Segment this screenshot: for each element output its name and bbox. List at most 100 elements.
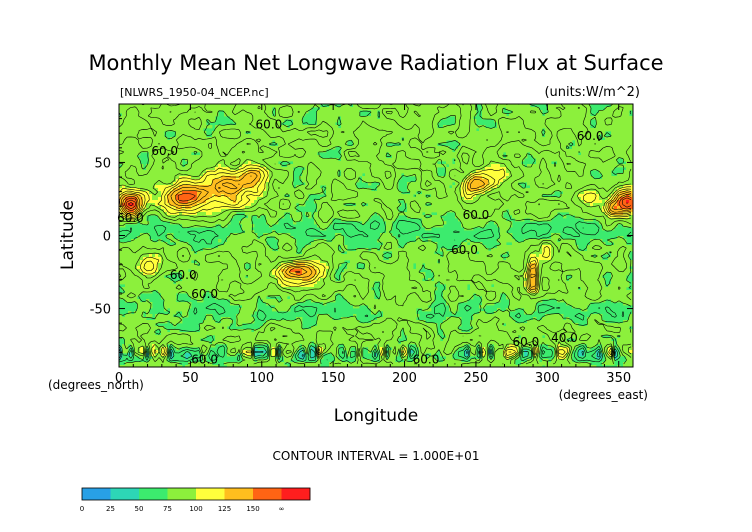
heatmap-cell bbox=[410, 185, 414, 189]
heatmap-cell bbox=[302, 185, 306, 189]
heatmap-cell bbox=[260, 146, 264, 150]
heatmap-cell bbox=[533, 137, 537, 141]
heatmap-cell bbox=[197, 104, 201, 108]
heatmap-cell bbox=[506, 191, 510, 195]
heatmap-cell bbox=[389, 191, 393, 195]
heatmap-cell bbox=[182, 116, 186, 120]
heatmap-cell bbox=[431, 191, 435, 195]
heatmap-cell bbox=[392, 116, 396, 120]
heatmap-cell bbox=[212, 110, 216, 114]
heatmap-cell bbox=[623, 182, 627, 186]
heatmap-cell bbox=[125, 119, 129, 123]
heatmap-cell bbox=[533, 191, 537, 195]
heatmap-cell bbox=[239, 182, 243, 186]
heatmap-cell bbox=[320, 149, 324, 153]
heatmap-cell bbox=[554, 173, 558, 177]
heatmap-cell bbox=[266, 140, 270, 144]
heatmap-cell bbox=[548, 125, 552, 129]
heatmap-cell bbox=[518, 152, 522, 156]
heatmap-cell bbox=[545, 179, 549, 183]
heatmap-cell bbox=[608, 107, 612, 111]
heatmap-cell bbox=[200, 128, 204, 132]
heatmap-cell bbox=[419, 113, 423, 117]
heatmap-cell bbox=[575, 122, 579, 126]
heatmap-cell bbox=[515, 170, 519, 174]
heatmap-cell bbox=[629, 125, 633, 129]
heatmap-cell bbox=[311, 143, 315, 147]
heatmap-cell bbox=[326, 113, 330, 117]
heatmap-cell bbox=[626, 152, 630, 156]
heatmap-cell bbox=[443, 110, 447, 114]
heatmap-cell bbox=[164, 155, 168, 159]
heatmap-cell bbox=[314, 134, 318, 138]
heatmap-cell bbox=[356, 116, 360, 120]
heatmap-cell bbox=[476, 164, 480, 168]
heatmap-cell bbox=[602, 179, 606, 183]
heatmap-cell bbox=[557, 164, 561, 168]
heatmap-cell bbox=[338, 182, 342, 186]
heatmap-cell bbox=[233, 134, 237, 138]
heatmap-cell bbox=[263, 191, 267, 195]
heatmap-cell bbox=[323, 170, 327, 174]
heatmap-cell bbox=[284, 149, 288, 153]
heatmap-cell bbox=[272, 173, 276, 177]
heatmap-cell bbox=[323, 164, 327, 168]
heatmap-cell bbox=[386, 113, 390, 117]
heatmap-cell bbox=[530, 167, 534, 171]
heatmap-cell bbox=[488, 179, 492, 183]
heatmap-cell bbox=[503, 131, 507, 135]
heatmap-cell bbox=[599, 143, 603, 147]
heatmap-cell bbox=[140, 110, 144, 114]
heatmap-cell bbox=[557, 137, 561, 141]
heatmap-cell bbox=[290, 149, 294, 153]
heatmap-cell bbox=[146, 194, 150, 198]
heatmap-cell bbox=[248, 149, 252, 153]
heatmap-cell bbox=[614, 188, 618, 192]
heatmap-cell bbox=[260, 185, 264, 189]
heatmap-cell bbox=[557, 107, 561, 111]
heatmap-cell bbox=[383, 110, 387, 114]
heatmap-cell bbox=[446, 155, 450, 159]
heatmap-cell bbox=[227, 188, 231, 192]
heatmap-cell bbox=[284, 173, 288, 177]
heatmap-cell bbox=[434, 182, 438, 186]
heatmap-cell bbox=[530, 134, 534, 138]
heatmap-cell bbox=[221, 128, 225, 132]
heatmap-cell bbox=[410, 140, 414, 144]
heatmap-cell bbox=[197, 107, 201, 111]
heatmap-cell bbox=[176, 185, 180, 189]
heatmap-cell bbox=[611, 143, 615, 147]
heatmap-cell bbox=[533, 155, 537, 159]
heatmap-cell bbox=[158, 116, 162, 120]
heatmap-cell bbox=[224, 104, 228, 108]
heatmap-cell bbox=[500, 125, 504, 129]
heatmap-cell bbox=[533, 170, 537, 174]
heatmap-cell bbox=[200, 149, 204, 153]
heatmap-cell bbox=[551, 188, 555, 192]
heatmap-cell bbox=[503, 137, 507, 141]
heatmap-cell bbox=[350, 122, 354, 126]
heatmap-cell bbox=[557, 149, 561, 153]
heatmap-cell bbox=[347, 137, 351, 141]
heatmap-cell bbox=[248, 191, 252, 195]
heatmap-cell bbox=[590, 167, 594, 171]
heatmap-cell bbox=[524, 188, 528, 192]
heatmap-cell bbox=[371, 194, 375, 198]
heatmap-cell bbox=[263, 137, 267, 141]
heatmap-cell bbox=[221, 125, 225, 129]
heatmap-cell bbox=[203, 149, 207, 153]
heatmap-cell bbox=[284, 182, 288, 186]
heatmap-cell bbox=[260, 125, 264, 129]
heatmap-cell bbox=[566, 152, 570, 156]
heatmap-cell bbox=[566, 116, 570, 120]
heatmap-cell bbox=[515, 104, 519, 108]
heatmap-cell bbox=[311, 146, 315, 150]
heatmap-cell bbox=[416, 155, 420, 159]
heatmap-cell bbox=[443, 176, 447, 180]
heatmap-cell bbox=[392, 176, 396, 180]
heatmap-cell bbox=[392, 185, 396, 189]
heatmap-cell bbox=[392, 137, 396, 141]
heatmap-cell bbox=[359, 155, 363, 159]
heatmap-cell bbox=[344, 188, 348, 192]
heatmap-cell bbox=[494, 173, 498, 177]
